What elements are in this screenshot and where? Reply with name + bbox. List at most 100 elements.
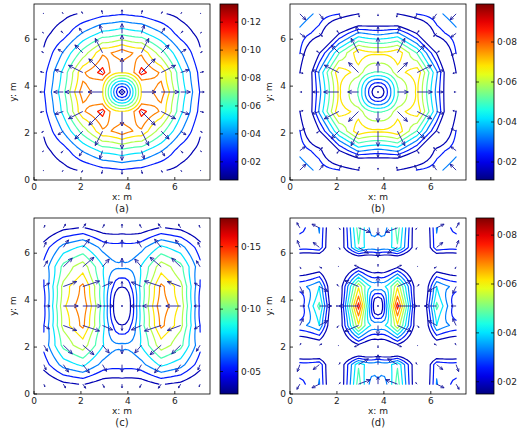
arrow xyxy=(44,242,46,247)
x-tick-label: 2 xyxy=(78,182,84,192)
contour-line xyxy=(58,28,185,155)
arrow xyxy=(150,345,161,355)
x-tick-label: 4 xyxy=(125,182,131,192)
arrow xyxy=(397,63,407,73)
arrow xyxy=(300,287,303,294)
arrow xyxy=(355,345,359,347)
arrow xyxy=(196,345,200,351)
arrow xyxy=(200,91,204,92)
arrow xyxy=(42,52,44,53)
colorbar-tick-label: 0·10 xyxy=(241,304,261,314)
arrow xyxy=(417,90,432,94)
arrow xyxy=(103,225,105,228)
y-axis-label: y: m xyxy=(264,296,274,315)
arrow xyxy=(121,240,124,247)
arrow xyxy=(417,285,419,287)
arrow xyxy=(155,365,162,373)
arrow xyxy=(79,151,83,156)
arrow xyxy=(376,62,380,73)
x-tick xyxy=(430,177,431,180)
arrow xyxy=(358,14,359,17)
arrow xyxy=(63,224,65,228)
arrow xyxy=(454,91,456,93)
arrow xyxy=(44,283,50,286)
colorbar-tick xyxy=(220,22,223,23)
plot-bg xyxy=(34,4,210,180)
arrow xyxy=(120,258,123,267)
y-tick-label: 4 xyxy=(280,295,286,305)
arrow xyxy=(141,38,148,52)
arrow xyxy=(451,305,456,307)
x-tick-label: 6 xyxy=(428,182,434,192)
colorbar-tick-label: 0·08 xyxy=(497,37,517,47)
arrow xyxy=(83,325,100,331)
contour-line xyxy=(300,14,456,170)
contour-line xyxy=(44,228,200,384)
colorbar-tick xyxy=(220,105,223,106)
arrow xyxy=(103,282,113,286)
y-tick xyxy=(34,86,37,87)
arrow xyxy=(167,281,180,286)
arrow xyxy=(181,131,186,135)
arrow xyxy=(450,14,456,20)
contour-line xyxy=(318,228,439,384)
x-tick-label: 6 xyxy=(172,182,178,192)
arrow xyxy=(338,266,339,267)
arrow xyxy=(140,384,142,387)
arrow xyxy=(195,283,201,286)
arrow xyxy=(300,319,303,326)
arrow xyxy=(319,267,321,268)
arrow xyxy=(339,383,340,384)
y-tick-label: 0 xyxy=(24,389,30,399)
arrow xyxy=(141,170,142,173)
arrow xyxy=(416,247,417,249)
colorbar-tick-label: 0·04 xyxy=(497,117,517,127)
arrow xyxy=(135,345,142,353)
arrow xyxy=(121,91,123,93)
arrow xyxy=(178,224,180,228)
arrow xyxy=(331,45,339,53)
x-tick xyxy=(34,391,35,394)
x-tick xyxy=(174,391,175,394)
arrow xyxy=(99,25,102,33)
arrow xyxy=(397,304,417,308)
arrow xyxy=(63,365,68,372)
arrow xyxy=(434,148,437,151)
arrow xyxy=(339,228,340,229)
colorbar-tick-label: 0·02 xyxy=(497,377,517,387)
y-tick xyxy=(290,133,293,134)
y-tick xyxy=(290,39,293,40)
arrow xyxy=(377,168,379,170)
contour-line xyxy=(335,49,420,134)
arrow xyxy=(358,167,359,170)
arrow xyxy=(356,151,359,158)
x-tick-label: 4 xyxy=(381,396,387,406)
plot-frame xyxy=(290,218,466,394)
colorbar-tick xyxy=(235,78,238,79)
arrow xyxy=(138,365,142,372)
x-tick-label: 4 xyxy=(381,182,387,192)
caption: (b) xyxy=(371,203,385,214)
arrow xyxy=(433,165,437,170)
arrow xyxy=(351,38,358,53)
arrow xyxy=(63,325,76,330)
arrow xyxy=(312,111,319,114)
arrow xyxy=(434,344,436,345)
arrow xyxy=(437,224,444,228)
contour-line xyxy=(75,45,170,140)
arrow xyxy=(62,13,64,14)
arrow xyxy=(359,379,371,384)
y-tick xyxy=(290,347,293,348)
y-tick xyxy=(290,253,293,254)
y-tick xyxy=(290,86,293,87)
x-tick xyxy=(80,391,81,394)
arrow xyxy=(175,240,180,247)
y-tick-label: 2 xyxy=(24,342,30,352)
arrow xyxy=(200,13,202,15)
colorbar-tick xyxy=(476,122,479,123)
plot-area xyxy=(40,10,204,174)
plot-bg xyxy=(34,218,210,394)
arrow xyxy=(337,285,339,287)
arrow xyxy=(337,31,339,34)
colorbar-tick-label: 0·02 xyxy=(497,157,517,167)
